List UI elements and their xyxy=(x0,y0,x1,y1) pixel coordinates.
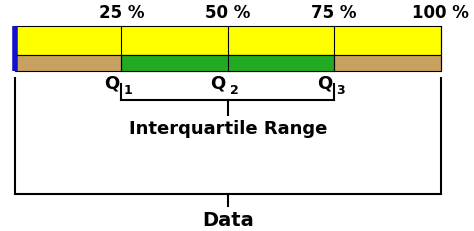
Bar xyxy=(121,55,334,72)
Text: 75 %: 75 % xyxy=(311,3,357,21)
Text: 100 %: 100 % xyxy=(412,3,469,21)
Text: Q: Q xyxy=(210,74,226,92)
Text: Interquartile Range: Interquartile Range xyxy=(128,120,327,137)
Text: 50 %: 50 % xyxy=(205,3,251,21)
Text: 2: 2 xyxy=(230,83,239,96)
Bar xyxy=(15,27,440,55)
Text: 25 %: 25 % xyxy=(99,3,144,21)
Text: 3: 3 xyxy=(337,83,345,96)
Text: Data: Data xyxy=(202,210,254,229)
Text: Q: Q xyxy=(104,74,119,92)
Text: 1: 1 xyxy=(124,83,133,96)
Bar xyxy=(15,55,440,72)
Text: Q: Q xyxy=(317,74,332,92)
